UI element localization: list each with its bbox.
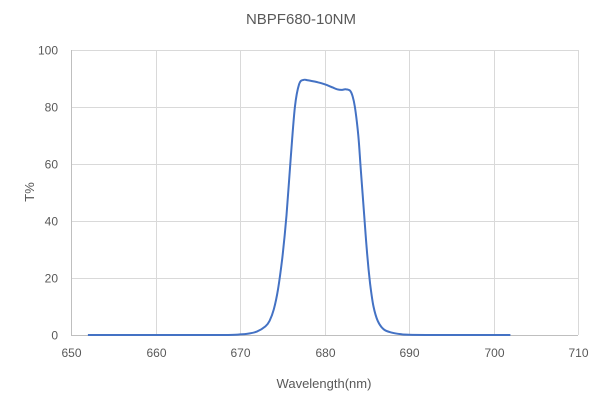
y-tick-label: 100 bbox=[38, 44, 58, 58]
y-tick-label: 60 bbox=[45, 158, 59, 172]
transmission-curve bbox=[87, 78, 511, 337]
x-tick-label: 670 bbox=[230, 346, 250, 360]
x-tick-label: 680 bbox=[315, 346, 335, 360]
y-tick-label: 0 bbox=[51, 329, 58, 343]
gridlines bbox=[71, 50, 579, 336]
x-tick-label: 660 bbox=[146, 346, 166, 360]
x-axis-ticks: 650 660 670 680 690 700 710 bbox=[61, 346, 588, 360]
y-tick-label: 20 bbox=[45, 272, 59, 286]
x-axis-label: Wavelength(nm) bbox=[277, 376, 372, 391]
x-tick-label: 650 bbox=[61, 346, 81, 360]
y-tick-label: 40 bbox=[45, 215, 59, 229]
x-tick-label: 690 bbox=[399, 346, 419, 360]
y-axis-ticks: 0 20 40 60 80 100 bbox=[38, 44, 58, 343]
y-tick-label: 80 bbox=[45, 101, 59, 115]
x-tick-label: 710 bbox=[568, 346, 588, 360]
x-tick-label: 700 bbox=[484, 346, 504, 360]
chart-title: NBPF680-10NM bbox=[246, 11, 356, 28]
y-axis-label: T% bbox=[22, 182, 37, 202]
